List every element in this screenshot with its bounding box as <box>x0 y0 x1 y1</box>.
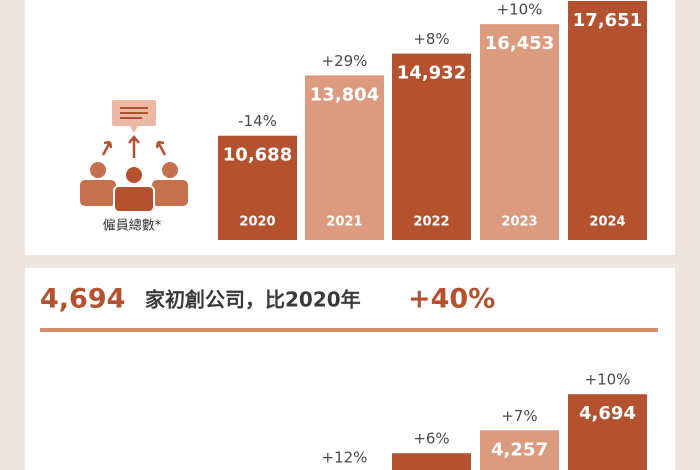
headline-rule <box>40 328 658 332</box>
staff-icon <box>80 100 188 213</box>
bar <box>480 430 559 470</box>
change-label: +6% <box>413 430 449 448</box>
change-label: +29% <box>322 52 368 70</box>
change-label: +8% <box>413 30 449 48</box>
value-label: 4,257 <box>491 439 548 460</box>
x-tick-label: 2020 <box>239 215 275 230</box>
headline-change: +40% <box>408 284 495 315</box>
value-label: 4,694 <box>579 403 636 424</box>
headline-text: 家初創公司，比2020年 <box>145 288 361 312</box>
icon-label: 僱員總數* <box>103 218 162 234</box>
change-label: -14% <box>238 112 277 130</box>
bar <box>392 53 471 241</box>
x-tick-label: 2021 <box>326 215 362 230</box>
value-label: 14,932 <box>397 63 466 84</box>
x-tick-label: 2023 <box>501 215 537 230</box>
bar <box>480 24 559 241</box>
value-label: 13,804 <box>310 84 379 105</box>
bar <box>568 394 647 470</box>
headline-number: 4,694 <box>40 284 125 315</box>
bar <box>568 0 647 241</box>
x-tick-label: 2024 <box>589 215 625 230</box>
change-label: +7% <box>501 407 537 425</box>
change-label: +10% <box>585 371 631 389</box>
value-label: 17,651 <box>573 10 642 31</box>
bar <box>305 75 384 240</box>
value-label: 16,453 <box>485 33 554 54</box>
value-label: 10,688 <box>223 145 292 166</box>
bar <box>218 135 297 240</box>
bottom-card <box>25 268 675 470</box>
change-label: +10% <box>497 1 543 19</box>
change-label: +12% <box>322 448 368 466</box>
bar <box>392 453 471 470</box>
x-tick-label: 2022 <box>413 215 449 230</box>
